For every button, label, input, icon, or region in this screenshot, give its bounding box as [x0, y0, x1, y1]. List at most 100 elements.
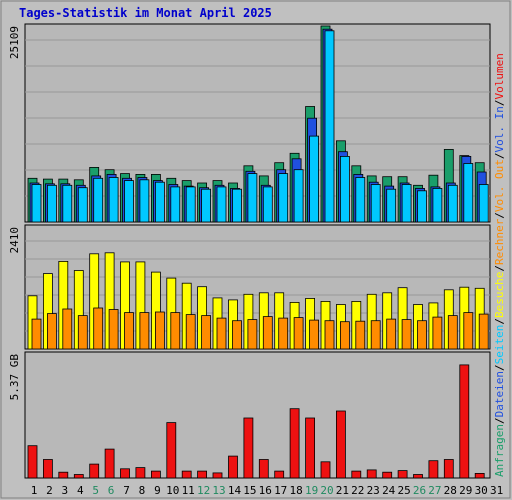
bar-volumen-day-10 — [166, 422, 177, 479]
bar-seiten-day-20 — [324, 30, 335, 223]
bar-volumen-day-9 — [150, 470, 161, 479]
x-tick-label-18: 18 — [289, 484, 302, 497]
legend-item-seiten: Seiten — [493, 325, 506, 365]
bar-rechner-day-17 — [278, 317, 289, 350]
bar-rechner-day-11 — [185, 314, 196, 350]
bar-rechner-day-28 — [447, 315, 458, 350]
x-tick-label-3: 3 — [61, 484, 68, 497]
bar-seiten-day-6 — [108, 177, 119, 223]
bar-volumen-day-24 — [382, 471, 393, 479]
legend-item-dateien: Dateien — [493, 371, 506, 417]
bar-rechner-day-19 — [309, 319, 320, 350]
bar-rechner-day-10 — [170, 312, 181, 350]
x-tick-label-27: 27 — [428, 484, 441, 497]
bar-volumen-day-13 — [212, 472, 223, 479]
bar-seiten-day-23 — [370, 184, 381, 223]
bar-rechner-day-26 — [417, 320, 427, 350]
bar-rechner-day-3 — [62, 308, 73, 350]
x-tick-label-1: 1 — [31, 484, 38, 497]
x-tick-label-28: 28 — [444, 484, 457, 497]
bar-volumen-day-3 — [58, 471, 69, 479]
legend-separator: / — [493, 417, 506, 424]
x-tick-label-26: 26 — [413, 484, 426, 497]
bar-volumen-day-22 — [351, 470, 362, 479]
x-tick-label-14: 14 — [228, 484, 242, 497]
x-tick-label-13: 13 — [212, 484, 225, 497]
bar-volumen-day-25 — [397, 470, 408, 479]
bar-rechner-day-18 — [293, 317, 304, 350]
bar-seiten-day-2 — [47, 184, 57, 223]
legend-item-rechner: Rechner — [493, 218, 506, 265]
x-tick-label-17: 17 — [274, 484, 287, 497]
bar-rechner-day-12 — [201, 315, 212, 350]
bar-seiten-day-30 — [478, 184, 489, 223]
bar-volumen-day-23 — [366, 469, 377, 479]
bar-seiten-day-17 — [278, 173, 289, 223]
bar-volumen-day-8 — [135, 467, 146, 479]
x-tick-label-9: 9 — [154, 484, 161, 497]
bar-seiten-day-14 — [232, 188, 242, 223]
bar-volumen-day-1 — [27, 445, 38, 479]
x-tick-label-5: 5 — [92, 484, 99, 497]
x-tick-label-2: 2 — [46, 484, 53, 497]
bar-seiten-day-13 — [216, 186, 227, 223]
bar-seiten-day-25 — [401, 184, 412, 223]
bar-volumen-day-30 — [474, 472, 485, 479]
bar-seiten-day-29 — [463, 163, 474, 223]
bar-seiten-day-21 — [339, 155, 350, 223]
legend-separator: / — [493, 152, 506, 159]
legend-item-besuche: Besuche — [493, 272, 506, 318]
bar-volumen-day-19 — [305, 417, 316, 479]
bar-volumen-day-6 — [104, 448, 115, 479]
x-tick-label-11: 11 — [182, 484, 195, 497]
x-tick-label-8: 8 — [139, 484, 146, 497]
bar-volumen-day-15 — [243, 417, 254, 479]
bar-volumen-day-14 — [228, 455, 238, 479]
bar-seiten-day-8 — [139, 179, 150, 223]
x-tick-label-12: 12 — [197, 484, 210, 497]
bar-rechner-day-4 — [77, 315, 88, 350]
legend-item-volumen: Volumen — [493, 53, 506, 99]
bar-rechner-day-9 — [154, 311, 165, 350]
bar-rechner-day-8 — [139, 312, 150, 350]
bar-seiten-day-9 — [154, 181, 165, 223]
bar-volumen-day-28 — [443, 459, 454, 479]
bar-seiten-day-12 — [201, 188, 212, 223]
bar-volumen-day-26 — [413, 474, 423, 479]
x-tick-label-29: 29 — [459, 484, 472, 497]
x-tick-label-24: 24 — [382, 484, 396, 497]
bar-seiten-day-26 — [417, 190, 427, 223]
bar-seiten-day-10 — [170, 186, 181, 223]
bar-rechner-day-5 — [93, 307, 104, 350]
bar-rechner-day-13 — [216, 317, 227, 350]
bar-seiten-day-7 — [124, 180, 134, 223]
bar-seiten-day-22 — [355, 177, 366, 223]
chart-title: Tages-Statistik im Monat April 2025 — [19, 6, 272, 20]
bar-seiten-day-11 — [185, 186, 196, 223]
bar-volumen-day-27 — [428, 460, 439, 479]
bar-volumen-day-21 — [335, 410, 346, 479]
bar-seiten-day-28 — [447, 184, 458, 223]
bar-seiten-day-3 — [62, 184, 73, 223]
bar-volumen-day-20 — [320, 461, 331, 479]
x-tick-label-22: 22 — [351, 484, 364, 497]
bar-rechner-day-20 — [324, 320, 335, 350]
bar-rechner-day-27 — [432, 316, 443, 350]
bar-volumen-day-17 — [274, 470, 285, 479]
bar-rechner-day-24 — [386, 318, 397, 350]
panel-volume-frame — [24, 351, 491, 479]
bar-rechner-day-22 — [355, 320, 366, 350]
bar-rechner-day-30 — [478, 313, 489, 350]
bar-seiten-day-4 — [77, 187, 88, 223]
bar-seiten-day-19 — [309, 135, 320, 223]
bar-volumen-day-12 — [197, 470, 208, 479]
bar-seiten-day-1 — [31, 184, 42, 223]
bar-volumen-day-16 — [258, 459, 269, 479]
scale-label-visits: 2410 — [8, 227, 21, 254]
legend-separator: / — [493, 212, 506, 219]
legend-separator: / — [493, 318, 506, 325]
x-tick-label-23: 23 — [367, 484, 380, 497]
bar-rechner-day-2 — [47, 313, 57, 350]
bar-rechner-day-15 — [247, 319, 258, 350]
